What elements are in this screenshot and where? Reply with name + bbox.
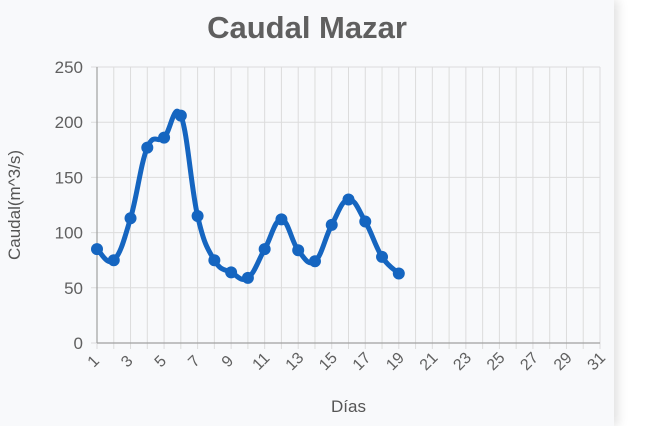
- data-point: [191, 210, 204, 223]
- x-tick-label: 19: [383, 349, 408, 374]
- y-tick-label: 100: [55, 224, 83, 243]
- data-point: [376, 250, 389, 263]
- x-tick-label: 3: [118, 353, 136, 371]
- x-tick-label: 29: [551, 349, 576, 374]
- data-point: [91, 243, 103, 256]
- x-tick-label: 5: [152, 353, 170, 371]
- data-point: [292, 244, 305, 257]
- x-axis-label: Días: [331, 397, 366, 416]
- data-point: [392, 267, 405, 280]
- y-tick-label: 50: [64, 279, 83, 298]
- data-point: [325, 218, 338, 231]
- y-tick-label: 150: [55, 168, 83, 187]
- data-point: [241, 271, 254, 284]
- y-tick-label: 200: [55, 113, 83, 132]
- x-tick-label: 31: [585, 349, 610, 374]
- data-point: [158, 131, 171, 144]
- data-point: [342, 193, 355, 206]
- data-point: [124, 212, 137, 225]
- data-point: [141, 141, 154, 154]
- x-tick-label: 1: [85, 353, 103, 371]
- x-tick-label: 27: [517, 349, 542, 374]
- x-tick-label: 23: [450, 349, 475, 374]
- data-point: [308, 255, 321, 268]
- x-tick-label: 15: [316, 349, 341, 374]
- data-point: [258, 243, 271, 256]
- y-axis-label: Caudal(m^3/s): [5, 150, 24, 260]
- data-point: [208, 254, 221, 267]
- x-tick-label: 13: [283, 349, 308, 374]
- x-tick-label: 21: [417, 349, 442, 374]
- data-point: [107, 254, 120, 267]
- data-point: [359, 215, 372, 228]
- x-tick-label: 9: [219, 353, 237, 371]
- data-point: [174, 109, 187, 122]
- x-tick-label: 7: [185, 353, 203, 371]
- y-tick-label: 250: [55, 58, 83, 77]
- x-tick-label: 17: [350, 349, 375, 374]
- chart-card: Caudal Mazar 0 50 100 150 200 250 1 3 5 7 9 11 13 15 1…: [5, 10, 610, 416]
- x-tick-label: 25: [484, 349, 509, 374]
- data-point: [225, 266, 238, 279]
- data-point: [275, 213, 288, 226]
- chart-title: Caudal Mazar: [207, 10, 407, 45]
- x-tick-label: 11: [250, 350, 274, 374]
- y-tick-label: 0: [74, 334, 83, 353]
